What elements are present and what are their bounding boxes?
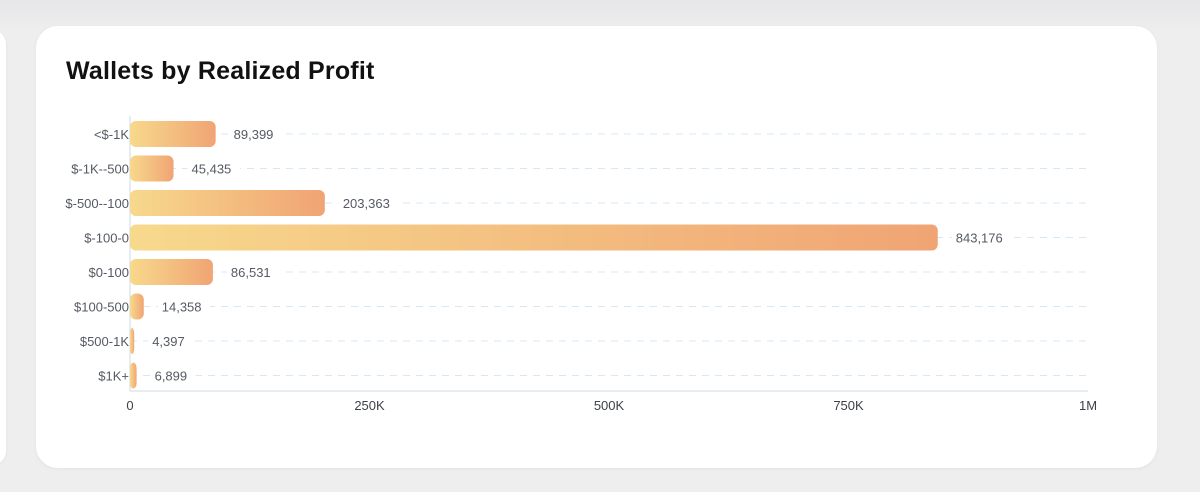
category-label: $-1K--500 bbox=[71, 162, 129, 177]
bar-4[interactable] bbox=[130, 259, 213, 285]
bar-chart: <$-1K 89,399 $-1K--500 45,435 $-500--100 203,… bbox=[65, 116, 1097, 413]
value-label-bg bbox=[951, 228, 1012, 247]
bar-0[interactable] bbox=[130, 121, 216, 147]
page-background bbox=[0, 0, 1200, 30]
category-label: $100-500 bbox=[74, 300, 129, 315]
value-label: 86,531 bbox=[231, 265, 271, 280]
value-label-bg bbox=[157, 297, 211, 316]
value-label: 6,899 bbox=[155, 369, 188, 384]
value-label-bg bbox=[148, 332, 194, 350]
chart-title: Wallets by Realized Profit bbox=[66, 57, 375, 85]
x-tick-label: 250K bbox=[354, 398, 385, 413]
chart-card: Wallets by Realized Profit <$-1K 89,399 $-… bbox=[36, 26, 1157, 468]
value-label-bg bbox=[226, 263, 280, 281]
value-label-bg bbox=[187, 159, 240, 178]
bar-5[interactable] bbox=[130, 293, 144, 320]
bar-3[interactable] bbox=[130, 224, 938, 251]
value-label-bg bbox=[338, 194, 399, 212]
value-label: 45,435 bbox=[192, 162, 232, 177]
category-label: <$-1K bbox=[94, 127, 129, 142]
bar-7[interactable] bbox=[130, 362, 137, 389]
x-tick-label: 1M bbox=[1079, 398, 1097, 413]
x-tick-label: 500K bbox=[594, 398, 625, 413]
adjacent-card-edge bbox=[0, 30, 6, 465]
category-label: $-500--100 bbox=[65, 196, 129, 211]
bar-6[interactable] bbox=[130, 328, 135, 354]
value-label-bg bbox=[150, 366, 196, 385]
bar-1[interactable] bbox=[130, 155, 174, 182]
value-label: 14,358 bbox=[162, 300, 202, 315]
category-label: $0-100 bbox=[89, 265, 129, 280]
x-tick-label: 0 bbox=[126, 398, 133, 413]
bar-2[interactable] bbox=[130, 190, 325, 216]
value-label: 89,399 bbox=[234, 127, 274, 142]
category-label: $-100-0 bbox=[84, 231, 129, 246]
x-tick-label: 750K bbox=[833, 398, 864, 413]
value-label: 4,397 bbox=[152, 334, 185, 349]
value-label: 203,363 bbox=[343, 196, 390, 211]
value-label-bg bbox=[229, 125, 283, 143]
category-label: $1K+ bbox=[98, 369, 129, 384]
category-label: $500-1K bbox=[80, 334, 129, 349]
value-label: 843,176 bbox=[956, 231, 1003, 246]
